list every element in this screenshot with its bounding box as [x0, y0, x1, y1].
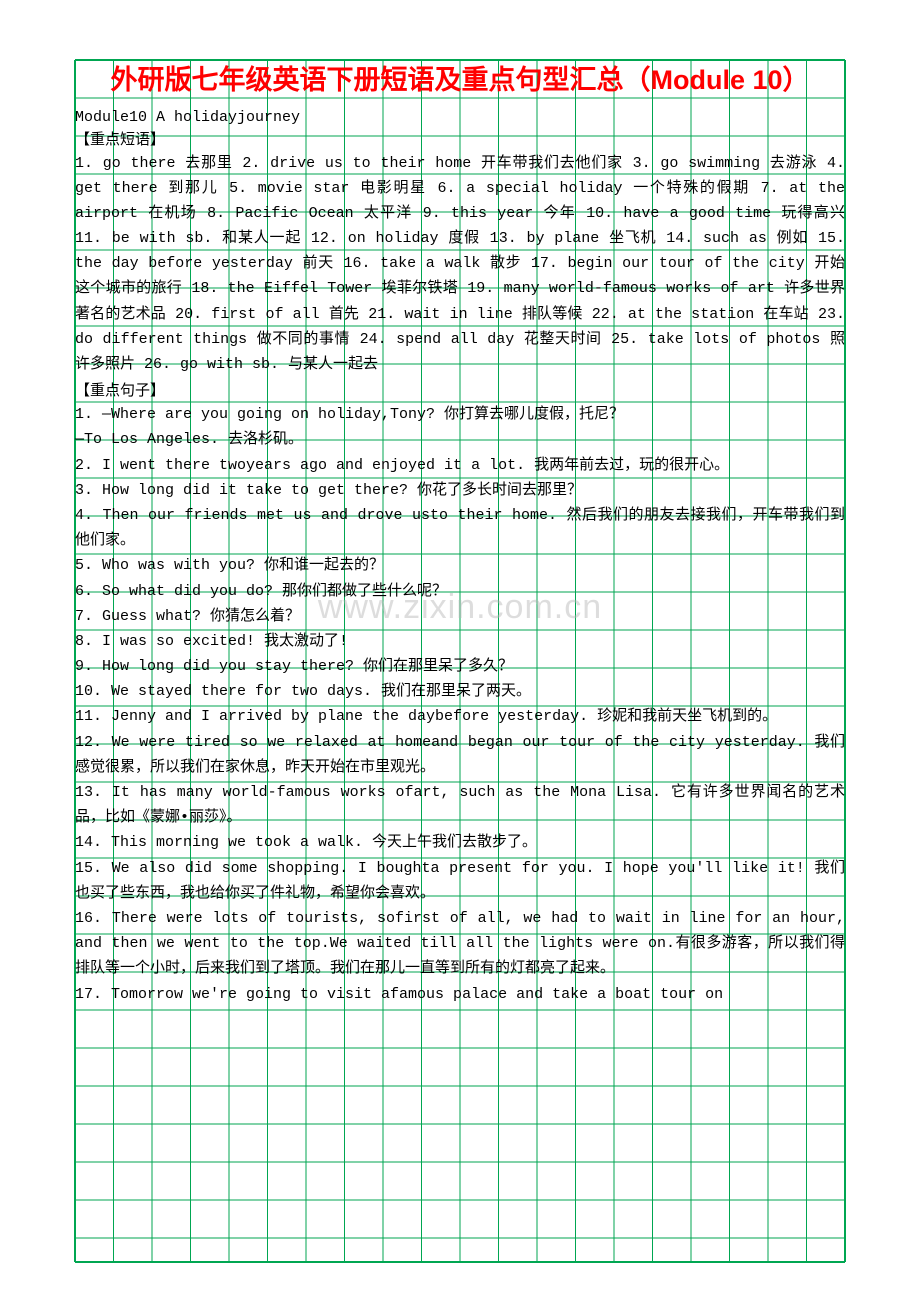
section2-header: 【重点句子】 — [75, 379, 845, 400]
sentence-line: 15. We also did some shopping. I boughta… — [75, 856, 845, 906]
sentence-line: 17. Tomorrow we're going to visit afamou… — [75, 982, 845, 1007]
sentence-line: 9. How long did you stay there? 你们在那里呆了多… — [75, 654, 845, 679]
document-content: 外研版七年级英语下册短语及重点句型汇总（Module 10） Module10 … — [0, 0, 920, 1047]
sentence-line: 13. It has many world-famous works ofart… — [75, 780, 845, 830]
module-subtitle: Module10 A holidayjourney — [75, 109, 845, 126]
sentence-line: 6. So what did you do? 那你们都做了些什么呢？ — [75, 579, 845, 604]
sentence-line: 3. How long did it take to get there? 你花… — [75, 478, 845, 503]
sentence-line: 12. We were tired so we relaxed at homea… — [75, 730, 845, 780]
sentence-line: —To Los Angeles. 去洛杉矶。 — [75, 427, 845, 452]
sentence-line: 16. There were lots of tourists, sofirst… — [75, 906, 845, 982]
sentence-line: 7. Guess what? 你猜怎么着？ — [75, 604, 845, 629]
sentence-line: 2. I went there twoyears ago and enjoyed… — [75, 453, 845, 478]
section1-body: 1. go there 去那里 2. drive us to their hom… — [75, 151, 845, 378]
sentence-line: 4. Then our friends met us and drove ust… — [75, 503, 845, 553]
sentence-line: 11. Jenny and I arrived by plane the day… — [75, 704, 845, 729]
sentence-line: 1. —Where are you going on holiday,Tony?… — [75, 402, 845, 427]
sentence-line: 8. I was so excited! 我太激动了! — [75, 629, 845, 654]
section1-header: 【重点短语】 — [75, 128, 845, 149]
section2-body: 1. —Where are you going on holiday,Tony?… — [75, 402, 845, 1007]
document-title: 外研版七年级英语下册短语及重点句型汇总（Module 10） — [75, 60, 845, 101]
sentence-line: 14. This morning we took a walk. 今天上午我们去… — [75, 830, 845, 855]
sentence-line: 5. Who was with you? 你和谁一起去的？ — [75, 553, 845, 578]
sentence-line: 10. We stayed there for two days. 我们在那里呆… — [75, 679, 845, 704]
